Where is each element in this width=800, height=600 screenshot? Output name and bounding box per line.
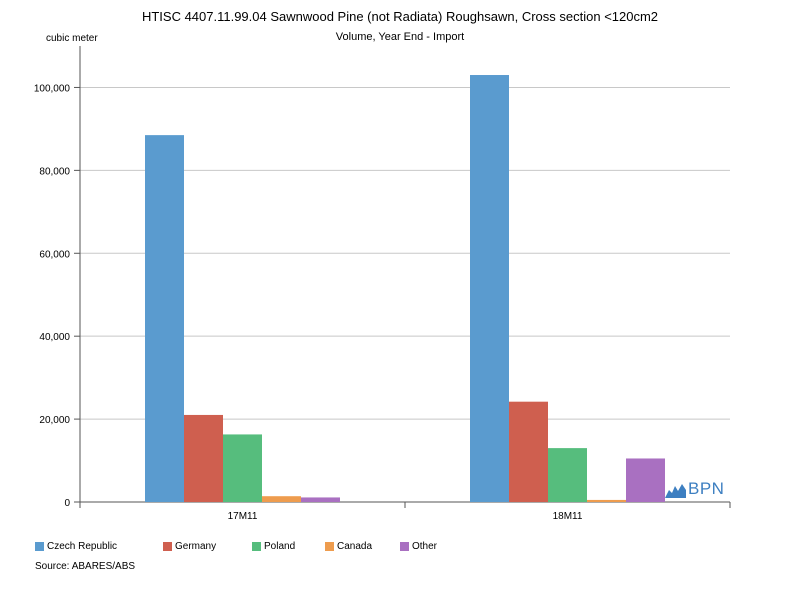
bar-czech-republic-18m11 [470, 75, 509, 502]
bar-canada-18m11 [587, 499, 626, 502]
bpn-logo: BPN [664, 478, 728, 500]
y-tick-label: 0 [64, 498, 70, 509]
legend-label: Germany [175, 541, 217, 552]
bar-czech-republic-17m11 [145, 135, 184, 503]
legend-swatch [325, 542, 334, 551]
legend-swatch [252, 542, 261, 551]
bar-poland-17m11 [223, 434, 262, 502]
bar-germany-18m11 [509, 401, 548, 502]
bar-germany-17m11 [184, 414, 223, 502]
x-tick-label: 18M11 [553, 511, 583, 522]
bpn-logo-icon [665, 484, 686, 498]
legend-label: Other [412, 541, 438, 552]
chart-subtitle: Volume, Year End - Import [335, 31, 465, 43]
legend-swatch [163, 542, 172, 551]
legend-swatch [35, 542, 44, 551]
y-tick-label: 100,000 [34, 83, 71, 94]
y-tick-label: 80,000 [39, 166, 70, 177]
legend-label: Czech Republic [47, 541, 118, 552]
chart-title: HTISC 4407.11.99.04 Sawnwood Pine (not R… [141, 9, 659, 24]
bpn-logo-text: BPN [688, 479, 725, 498]
bar-other-18m11 [626, 458, 665, 502]
legend-label: Poland [264, 541, 296, 552]
y-tick-label: 40,000 [39, 332, 70, 343]
y-tick-label: 60,000 [39, 249, 70, 260]
legend-swatch [400, 542, 409, 551]
y-axis-label: cubic meter [46, 33, 98, 44]
y-tick-label: 20,000 [39, 415, 70, 426]
bar-other-17m11 [301, 497, 340, 502]
legend-label: Canada [337, 541, 373, 552]
bar-poland-18m11 [548, 448, 587, 502]
source-note: Source: ABARES/ABS [35, 561, 136, 572]
bar-canada-17m11 [262, 496, 301, 502]
x-tick-label: 17M11 [228, 511, 258, 522]
